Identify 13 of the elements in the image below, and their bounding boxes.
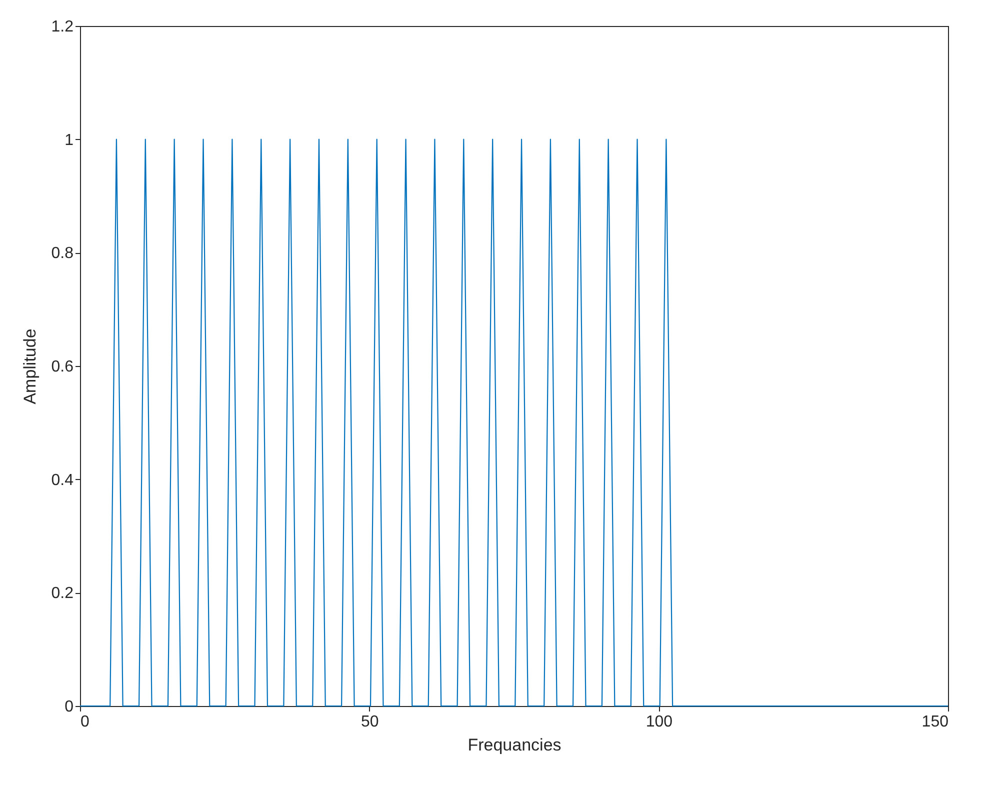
y-tick-label: 0.4	[51, 472, 74, 489]
y-tick-label: 1	[64, 132, 74, 149]
x-tick-label: 50	[360, 714, 379, 730]
y-tick-label: 0	[64, 698, 74, 716]
x-tick-label: 0	[80, 714, 90, 730]
y-tick-label: 0.2	[51, 585, 74, 602]
y-tick-label: 0.6	[51, 358, 74, 376]
y-tick-label: 0.8	[51, 245, 74, 262]
y-tick-label: 1.2	[51, 18, 74, 36]
x-tick-label: 150	[922, 714, 949, 730]
y-axis-title: Amplitude	[20, 328, 40, 404]
x-tick-label: 100	[646, 714, 673, 730]
x-axis-title: Frequancies	[468, 736, 562, 754]
